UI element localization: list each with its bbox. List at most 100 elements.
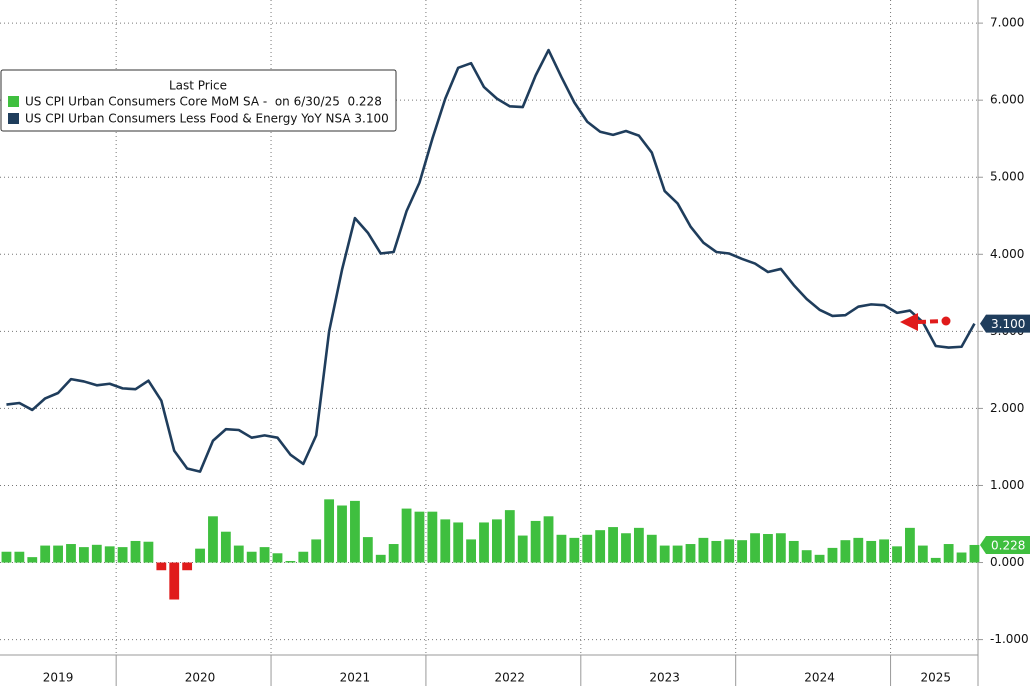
bar: [853, 537, 864, 563]
bar: [504, 510, 515, 563]
bar: [659, 545, 670, 563]
arrow-shaft: [917, 319, 946, 324]
y-tick-label: 7.000: [990, 16, 1024, 30]
bar: [608, 527, 618, 563]
line: [6, 48, 976, 473]
x-tick-label: 2022: [495, 671, 526, 685]
bar: [14, 551, 25, 563]
bar: [246, 551, 257, 563]
bar: [685, 544, 696, 563]
bar: [66, 544, 76, 563]
x-tick-label: 2023: [649, 671, 680, 685]
y-tick-label: 6.000: [990, 93, 1024, 107]
last-value-label: 0.228: [991, 538, 1025, 552]
legend: Last Price US CPI Urban Consumers Core M…: [0, 69, 397, 132]
bar: [311, 539, 322, 563]
bar: [169, 562, 180, 600]
bar: [840, 540, 851, 563]
bar: [788, 540, 799, 563]
grid: [0, 0, 978, 655]
bar: [621, 533, 631, 563]
bar: [466, 539, 476, 563]
bar: [182, 562, 193, 571]
y-tick-label: 1.000: [990, 478, 1024, 492]
bar: [801, 550, 812, 563]
bar: [879, 539, 890, 563]
bar: [750, 533, 760, 563]
bar: [569, 537, 580, 563]
bar: [233, 545, 244, 563]
bar: [943, 544, 954, 563]
bar: [530, 520, 541, 563]
bar: [1, 551, 12, 563]
bar: [259, 547, 270, 563]
bar: [104, 546, 115, 563]
bar: [737, 540, 748, 563]
bar: [724, 539, 735, 563]
arrow-annotation: [900, 313, 951, 331]
bar: [272, 553, 283, 563]
bar: [930, 557, 941, 563]
x-tick-label: 2019: [43, 671, 74, 685]
bar: [556, 534, 567, 563]
bar: [91, 544, 102, 563]
bar: [827, 547, 838, 563]
bar: [814, 554, 825, 563]
bar: [375, 554, 386, 563]
x-tick-label: 2020: [185, 671, 216, 685]
bar: [285, 560, 296, 563]
bar: [633, 527, 644, 563]
bar: [156, 562, 167, 571]
x-tick-label: 2021: [340, 671, 371, 685]
bar: [582, 534, 593, 563]
y-tick-label: 5.000: [990, 170, 1024, 184]
bar: [117, 547, 128, 563]
y-tick-label: 2.000: [990, 401, 1024, 415]
bar: [220, 531, 231, 563]
bar: [905, 527, 915, 563]
bar: [479, 522, 489, 563]
bar: [492, 519, 502, 563]
bar: [866, 540, 877, 563]
bar: [453, 522, 464, 563]
last-value-label: 3.100: [991, 317, 1025, 331]
bar: [414, 511, 425, 563]
bar: [130, 540, 141, 563]
bar: [53, 545, 63, 563]
bar: [195, 548, 205, 563]
legend-swatch: [8, 113, 19, 124]
last-value-tag: [980, 535, 1030, 554]
bar: [40, 545, 51, 563]
bar: [672, 545, 683, 563]
legend-label: US CPI Urban Consumers Less Food & Energ…: [25, 112, 389, 126]
bar: [698, 537, 709, 563]
bar: [27, 557, 38, 563]
bar: [78, 547, 89, 563]
legend-label: US CPI Urban Consumers Core MoM SA - on …: [25, 95, 382, 109]
bar: [440, 519, 451, 563]
bar: [646, 534, 657, 563]
bar: [595, 530, 606, 563]
arrow-dot: [941, 316, 951, 326]
bar: [763, 534, 773, 563]
x-tick-label: 2024: [804, 671, 835, 685]
legend-box: [0, 69, 397, 132]
legend-swatch: [8, 96, 19, 107]
y-tick-label: -1.000: [990, 632, 1029, 646]
bar: [711, 540, 722, 563]
bar: [543, 516, 554, 563]
bar: [388, 544, 399, 563]
bar: [775, 533, 786, 563]
last-value-tag: [980, 314, 1030, 333]
bar: [892, 546, 902, 563]
marks: [1, 48, 980, 600]
bar: [969, 544, 980, 563]
bar: [427, 511, 438, 563]
arrow-head: [900, 313, 918, 331]
y-tick-label: 4.000: [990, 247, 1024, 261]
bar: [337, 505, 347, 563]
bar: [298, 551, 309, 563]
bar: [208, 516, 218, 563]
